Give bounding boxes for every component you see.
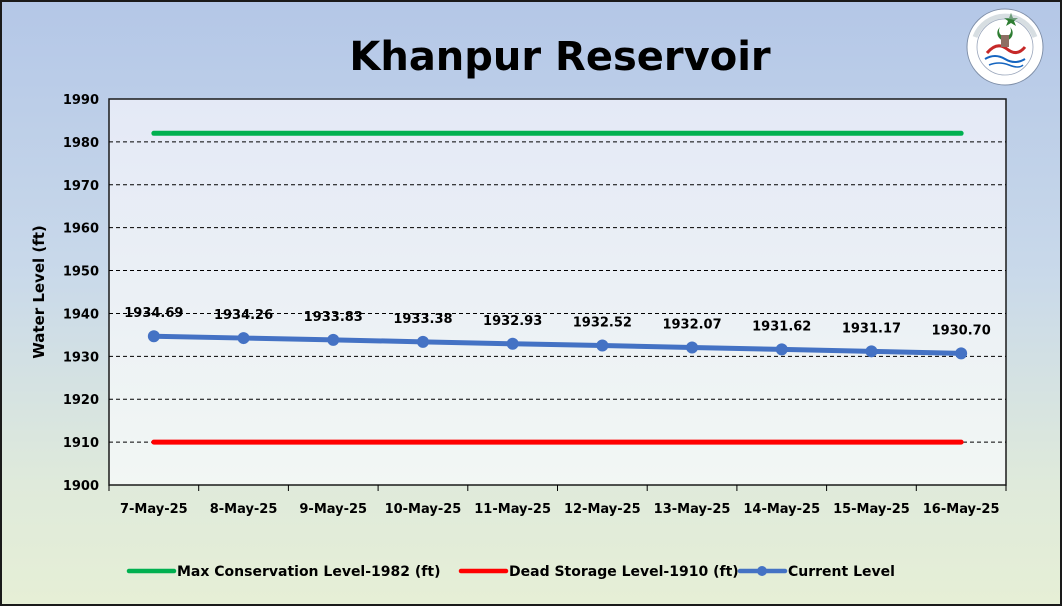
data-point bbox=[327, 333, 340, 346]
y-tick-label: 1910 bbox=[63, 436, 99, 451]
x-tick-label: 11-May-25 bbox=[474, 502, 551, 517]
data-point bbox=[237, 332, 250, 345]
x-tick-label: 7-May-25 bbox=[120, 502, 188, 517]
data-point bbox=[686, 341, 699, 354]
data-point bbox=[147, 330, 160, 343]
x-tick-label: 10-May-25 bbox=[385, 502, 462, 517]
series-line-2 bbox=[151, 333, 964, 356]
legend-label: Max Conservation Level-1982 (ft) bbox=[177, 564, 440, 580]
legend-label: Current Level bbox=[788, 564, 895, 580]
data-label: 1933.83 bbox=[304, 310, 363, 325]
x-tick-label: 13-May-25 bbox=[654, 502, 731, 517]
chart-title: Khanpur Reservoir bbox=[349, 34, 771, 80]
data-label: 1931.17 bbox=[842, 321, 901, 336]
data-point bbox=[506, 337, 519, 350]
data-label: 1933.38 bbox=[393, 312, 452, 327]
x-tick-label: 9-May-25 bbox=[299, 502, 367, 517]
data-point bbox=[416, 335, 429, 348]
data-point bbox=[865, 345, 878, 358]
data-labels: 1934.69 1934.26 1933.83 1933.38 1932.93 1932.… bbox=[124, 306, 991, 338]
data-point bbox=[596, 339, 609, 352]
y-tick-label: 1960 bbox=[63, 222, 99, 237]
data-label: 1932.52 bbox=[573, 316, 632, 331]
y-axis: 1900 1910 1920 1930 1940 1950 1960 1970 1980 1990 bbox=[63, 93, 99, 494]
data-point bbox=[775, 343, 788, 356]
legend-label: Dead Storage Level-1910 (ft) bbox=[509, 564, 739, 580]
x-tick-label: 8-May-25 bbox=[210, 502, 278, 517]
data-point bbox=[955, 347, 968, 360]
y-tick-label: 1950 bbox=[63, 265, 99, 280]
data-label: 1932.07 bbox=[662, 317, 721, 332]
data-label: 1930.70 bbox=[932, 323, 991, 338]
pakistan-meteorological-department-logo-icon bbox=[966, 8, 1044, 86]
y-tick-label: 1930 bbox=[63, 350, 99, 365]
x-tick-label: 16-May-25 bbox=[923, 502, 1000, 517]
data-label: 1932.93 bbox=[483, 314, 542, 329]
legend-marker bbox=[757, 566, 767, 576]
x-axis: 7-May-25 8-May-25 9-May-25 10-May-25 11-May-… bbox=[108, 485, 1007, 517]
data-label: 1934.26 bbox=[214, 308, 273, 323]
y-tick-label: 1980 bbox=[63, 136, 99, 151]
x-tick-label: 14-May-25 bbox=[743, 502, 820, 517]
y-tick-label: 1990 bbox=[63, 93, 99, 108]
series-lines bbox=[147, 130, 968, 445]
x-tick-label: 12-May-25 bbox=[564, 502, 641, 517]
x-tick-label: 15-May-25 bbox=[833, 502, 910, 517]
plot-area bbox=[108, 98, 1007, 486]
y-tick-label: 1900 bbox=[63, 479, 99, 494]
y-axis-title: Water Level (ft) bbox=[30, 225, 48, 359]
y-tick-label: 1920 bbox=[63, 393, 99, 408]
data-label: 1931.62 bbox=[752, 319, 811, 334]
y-tick-label: 1970 bbox=[63, 179, 99, 194]
data-label: 1934.69 bbox=[124, 306, 183, 321]
y-tick-label: 1940 bbox=[63, 307, 99, 322]
legend: Max Conservation Level-1982 (ft) Dead Sto… bbox=[126, 564, 895, 580]
